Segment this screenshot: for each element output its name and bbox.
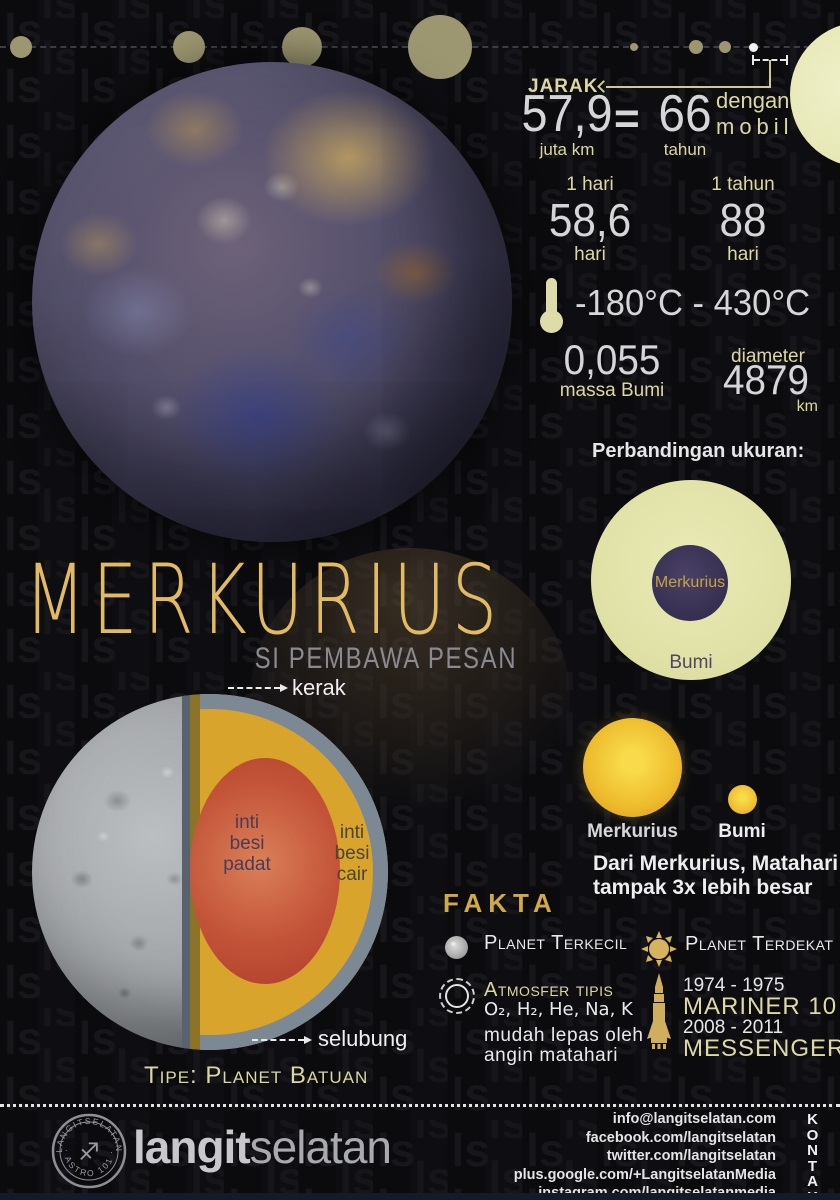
planet-dot-mars [630,43,638,51]
svg-text:♐: ♐ [78,1138,100,1166]
solid-core-label: inti besi padat [223,812,271,875]
contact-facebook: facebook.com/langitselatan [585,1129,776,1146]
year-stat: 1 tahun 88 hari [698,174,788,266]
mass-value: 0,055 [563,336,661,383]
distance-callout-line-horizontal [606,86,771,88]
kontak-vertical-label: KONTAK [806,1111,819,1200]
brand-bold: langit [133,1121,251,1173]
brand-light: selatan [249,1121,392,1173]
small-planet-icon [445,936,468,959]
mass-label: massa Bumi [559,380,665,401]
planet-dot-uranus [173,31,205,63]
diameter-unit: km [796,398,818,415]
day-stat-unit: hari [574,244,606,265]
sun-note-line1: Dari Merkurius, Matahari [593,852,839,875]
car-label-line1: dengan [716,88,790,113]
solid-core-layer [190,758,340,984]
equals-sign: = [614,94,640,143]
mission-1-years: 1974 - 1975 [683,975,785,996]
planet-dot-mercury [749,43,758,52]
day-stat-label: 1 hari [566,174,614,195]
facts-heading: FAKTA [443,888,558,918]
car-travel-label: dengan mobil [716,88,794,140]
planet-dot-venus [719,41,731,53]
crust-arrow [228,684,288,692]
sun-note-line2: tampak [593,876,673,899]
brand-wordmark: langitselatan [133,1120,392,1174]
planet-dot-neptune [10,36,32,58]
year-stat-unit: hari [727,244,759,265]
mercury-size-label: Merkurius [654,574,726,591]
contact-googleplus: plus.google.com/+LangitselatanMedia [513,1166,776,1183]
temperature-range: -180°C - 430°C [575,282,811,323]
planet-dot-jupiter [408,15,472,79]
mercury-cutaway-diagram: inti besi padat inti besi cair [32,694,388,1050]
mantle-label: selubung [318,1026,408,1051]
distance-value: 57,9 [521,85,613,143]
year-stat-value: 88 [719,194,767,246]
cutaway-cross-section: inti besi padat inti besi cair [32,694,388,1050]
distance-callout-line-vertical [769,60,771,87]
nearest-planet-label: Planet Terdekat [685,933,834,955]
atmosphere-gases: O₂, H₂, He, Na, K [484,999,633,1020]
footer-dotted-separator [0,1104,840,1107]
sun-icon [641,931,677,967]
mission-1-name: MARINER 10 [683,993,838,1020]
mercury-size-circle: Merkurius [652,545,728,621]
liquid-core-label: inti besi cair [334,822,370,885]
planet-dot-earth [689,40,703,54]
bottom-edge-strip [0,1193,840,1200]
day-stat-value: 58,6 [548,194,632,246]
sun-note-bold: 3x lebih besar [672,876,813,899]
sun-from-mercury-label: Merkurius [587,821,678,842]
size-comparison-title: Perbandingan ukuran: [592,440,805,462]
earth-size-label: Bumi [669,652,713,673]
contact-email: info@langitselatan.com [612,1111,776,1127]
sun-from-mercury-circle [583,718,682,817]
contact-twitter: twitter.com/langitselatan [606,1148,776,1164]
mission-2-years: 2008 - 2011 [683,1017,784,1038]
day-stat: 1 hari 58,6 hari [540,174,640,266]
atmosphere-note: mudah lepas oleh angin matahari [484,1025,644,1066]
car-label-line2: mobil [716,114,794,139]
distance-unit: juta km [539,140,595,159]
year-stat-label: 1 tahun [711,174,775,195]
mission-2-name: MESSENGER [683,1035,840,1062]
mantle-arrow [252,1036,312,1044]
sun-comparison-note: Dari Merkurius, Matahari tampak 3x lebih… [593,852,838,900]
page-subtitle: SI PEMBAWA PESAN [254,642,517,675]
langitselatan-logo-stamp: LANGITSELATAN · ASTRO 101 · ♐ [51,1113,127,1189]
car-travel-value: 66 [658,85,712,143]
diameter-label: diameter [731,346,805,367]
car-travel-unit: tahun [663,140,707,159]
rocket-icon [647,973,671,1049]
atmosphere-icon [439,978,475,1014]
sun-from-earth-circle [728,785,757,814]
crust-label: kerak [292,675,346,700]
mercury-globe-image [32,62,512,542]
page-title: MERKURIUS [24,544,504,656]
atmosphere-title: Atmosfer tipis [484,979,614,1001]
thermometer-icon [540,278,563,333]
contact-list: info@langitselatan.com facebook.com/lang… [514,1110,776,1200]
smallest-planet-label: Planet Terkecil [484,932,628,954]
planet-dot-saturn [282,27,322,67]
sun-from-earth-label: Bumi [718,821,766,842]
diameter-value: 4879 [723,356,809,403]
planet-type-label: Tipe: Planet Batuan [144,1062,369,1089]
distance-label: JARAK [528,76,599,97]
